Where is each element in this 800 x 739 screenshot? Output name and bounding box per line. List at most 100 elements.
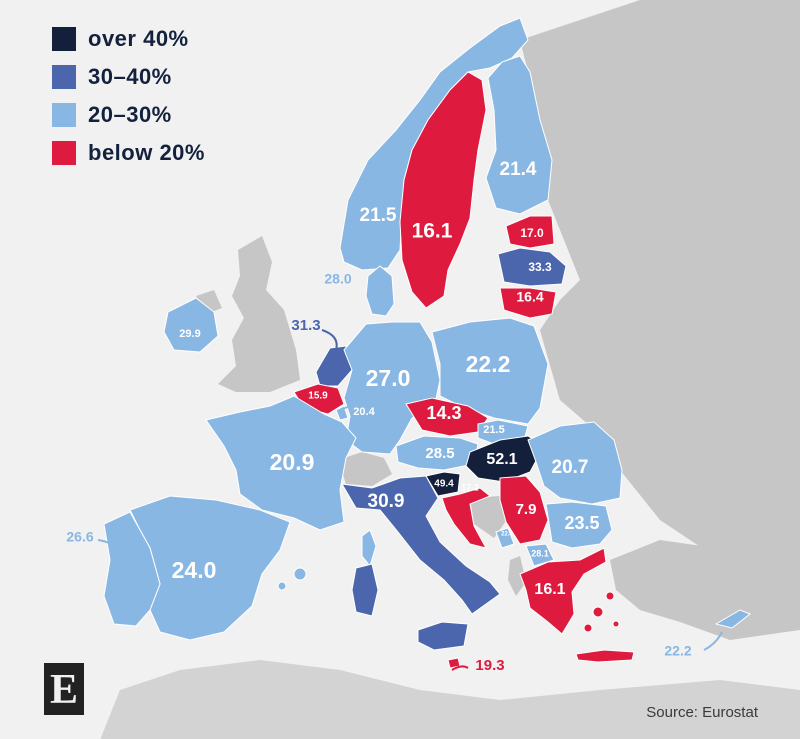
- data-regions: [103, 17, 751, 669]
- value-label-north-macedonia: 28.1: [531, 548, 549, 558]
- region-denmark: [365, 265, 395, 317]
- value-label-greece: 16.1: [534, 581, 565, 598]
- value-label-croatia: 17.2: [461, 482, 479, 492]
- svg-text:E: E: [50, 667, 78, 713]
- region-greece: [519, 547, 607, 635]
- value-label-germany: 27.0: [366, 365, 411, 391]
- legend-label: 30–40%: [88, 64, 172, 89]
- region-latvia: [497, 247, 567, 287]
- value-label-malta: 19.3: [475, 657, 504, 674]
- value-label-slovenia: 49.4: [434, 479, 454, 490]
- leader-line-luxembourg: [339, 405, 351, 411]
- value-label-austria: 28.5: [425, 445, 454, 462]
- region-slovenia: [425, 471, 461, 497]
- legend-item-below-20: below 20%: [52, 134, 205, 172]
- region-italy-sicily: [417, 621, 469, 651]
- value-label-slovakia: 21.5: [483, 424, 504, 436]
- legend-swatch: [52, 27, 76, 51]
- legend-swatch: [52, 65, 76, 89]
- legend-label: 20–30%: [88, 102, 172, 127]
- region-norway: [339, 17, 529, 271]
- leader-line-netherlands: [321, 329, 338, 351]
- bosnia-land: [470, 496, 508, 538]
- value-label-poland: 22.2: [466, 351, 511, 377]
- value-labels: 21.5 16.1 21.4 17.0 33.3 16.4 28.0 29.9 …: [66, 159, 691, 674]
- region-estonia: [505, 215, 555, 249]
- value-label-italy: 30.9: [368, 491, 405, 512]
- ukraine-land: [540, 320, 640, 440]
- value-label-czechia: 14.3: [426, 403, 461, 423]
- value-label-belgium: 15.9: [308, 391, 328, 402]
- value-label-montenegro: 22.4: [501, 532, 513, 538]
- value-label-luxembourg: 20.4: [353, 406, 375, 418]
- region-lithuania: [499, 287, 557, 319]
- region-greece-island: [592, 606, 604, 618]
- region-serbia: [499, 475, 549, 545]
- leader-line-portugal: [97, 539, 119, 551]
- region-cyprus: [714, 609, 751, 629]
- region-italy-sardinia: [351, 563, 379, 617]
- region-spain-balearic: [293, 567, 307, 581]
- value-label-latvia: 33.3: [528, 260, 552, 274]
- region-greece-island: [605, 591, 615, 601]
- leader-lines: [97, 329, 723, 671]
- switzerland-land: [338, 452, 392, 486]
- value-label-lithuania: 16.4: [516, 289, 543, 305]
- leader-line-cyprus: [703, 631, 723, 651]
- value-label-serbia: 7.9: [516, 501, 537, 518]
- albania-land: [508, 556, 526, 596]
- legend-label: below 20%: [88, 140, 205, 165]
- value-label-portugal: 26.6: [66, 529, 93, 545]
- source-note: Source: Eurostat: [646, 704, 758, 721]
- northern-ireland-land: [196, 290, 222, 314]
- value-label-spain: 24.0: [172, 557, 217, 583]
- value-label-netherlands: 31.3: [291, 317, 320, 334]
- background-land: [100, 0, 800, 739]
- value-label-sweden: 16.1: [412, 220, 453, 243]
- region-poland: [431, 317, 549, 425]
- region-france-corsica: [361, 529, 377, 568]
- region-greece-island: [583, 623, 593, 633]
- value-label-france: 20.9: [270, 449, 315, 475]
- value-label-norway: 21.5: [360, 205, 397, 226]
- leader-line-malta: [451, 665, 469, 671]
- region-italy: [341, 475, 501, 615]
- north-africa-land: [100, 660, 800, 739]
- turkey-land: [610, 540, 800, 640]
- value-label-estonia: 17.0: [520, 226, 544, 240]
- region-greece-crete: [575, 649, 635, 663]
- region-finland: [485, 55, 553, 215]
- region-spain-balearic: [277, 581, 287, 591]
- region-montenegro: [495, 527, 515, 549]
- publisher-logo: E: [44, 663, 84, 715]
- value-label-ireland: 29.9: [179, 328, 200, 340]
- legend-label: over 40%: [88, 26, 189, 51]
- region-ireland: [163, 297, 219, 353]
- region-greece-island: [612, 620, 620, 628]
- legend-item-20-30: 20–30%: [52, 96, 205, 134]
- legend-item-30-40: 30–40%: [52, 58, 205, 96]
- legend-swatch: [52, 103, 76, 127]
- great-britain-land: [218, 236, 300, 392]
- region-bulgaria: [545, 501, 613, 549]
- legend-swatch: [52, 141, 76, 165]
- russia-east-land: [520, 0, 800, 600]
- value-label-denmark: 28.0: [324, 271, 351, 287]
- region-sweden: [399, 71, 487, 309]
- value-label-bulgaria: 23.5: [564, 513, 599, 533]
- region-luxembourg: [335, 405, 349, 421]
- legend-item-over-40: over 40%: [52, 20, 205, 58]
- region-romania: [527, 421, 623, 505]
- region-north-macedonia: [525, 543, 555, 567]
- region-hungary: [465, 435, 545, 483]
- region-france: [205, 395, 357, 531]
- value-label-romania: 20.7: [552, 457, 589, 478]
- legend: over 40% 30–40% 20–30% below 20%: [52, 20, 205, 172]
- region-croatia: [441, 487, 491, 549]
- value-label-finland: 21.4: [500, 159, 537, 180]
- value-label-cyprus: 22.2: [664, 643, 691, 659]
- value-label-hungary: 52.1: [486, 451, 517, 468]
- region-portugal: [103, 511, 161, 627]
